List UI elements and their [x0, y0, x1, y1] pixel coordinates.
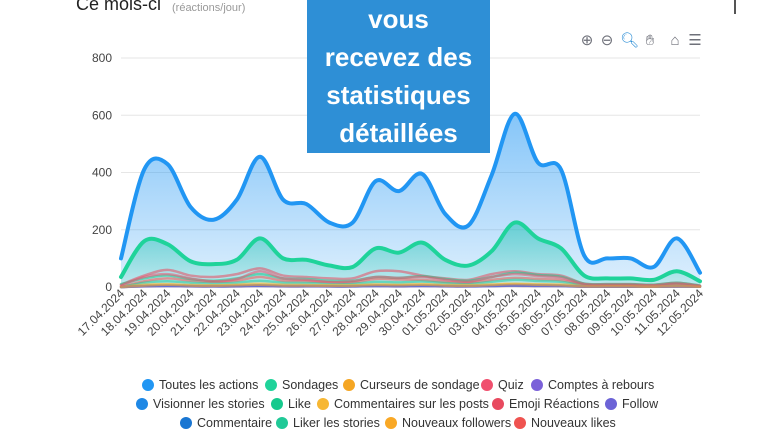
legend-marker	[605, 398, 617, 410]
series-lines	[119, 111, 702, 289]
legend-item[interactable]: Curseurs de sondage	[343, 378, 480, 392]
chart-subtitle: (réactions/jour)	[172, 2, 246, 14]
promo-banner: vous recevez des statistiques détaillées	[307, 0, 490, 153]
menu-icon[interactable]: ☰	[688, 32, 702, 49]
series-line	[119, 220, 702, 284]
legend-row: Toutes les actions Sondages Curseurs de so…	[0, 378, 759, 396]
legend-item[interactable]: Liker les stories	[276, 416, 380, 430]
legend-marker	[265, 379, 277, 391]
legend-item[interactable]: Commentaire	[180, 416, 272, 430]
legend-label: Toutes les actions	[159, 378, 259, 392]
banner-line: statistiques	[326, 80, 471, 110]
legend-label: Comptes à rebours	[548, 378, 655, 392]
legend-label: Nouveaux followers	[402, 416, 512, 430]
legend-marker	[271, 398, 283, 410]
legend-label: Liker les stories	[293, 416, 380, 430]
legend-label: Emoji Réactions	[509, 397, 600, 411]
legend-item[interactable]: Nouveaux likes	[514, 416, 616, 430]
legend-marker	[531, 379, 543, 391]
series-line	[119, 270, 702, 288]
banner-line: recevez des	[324, 42, 473, 72]
legend-item[interactable]: Comptes à rebours	[531, 378, 654, 392]
legend-marker	[142, 379, 154, 391]
legend-marker	[492, 398, 504, 410]
legend-label: Follow	[622, 397, 659, 411]
legend-item[interactable]: Commentaires sur les posts	[317, 397, 489, 411]
legend-label: Curseurs de sondage	[360, 378, 480, 392]
legend-item[interactable]: Visionner les stories	[136, 397, 265, 411]
banner-line: vous	[368, 4, 429, 34]
pan-hand-icon[interactable]: ✋︎	[645, 32, 655, 49]
legend-item[interactable]: Follow	[605, 397, 658, 411]
legend-item[interactable]: Emoji Réactions	[492, 397, 599, 411]
legend-label: Nouveaux likes	[531, 416, 616, 430]
legend-marker	[481, 379, 493, 391]
legend-marker	[385, 417, 397, 429]
series-line	[119, 111, 702, 275]
zoom-selection-icon[interactable]: 🔍︎	[620, 32, 640, 49]
legend-row: Commentaire Liker les stories Nouveaux fol…	[0, 416, 759, 434]
y-tick-label: 600	[92, 108, 112, 122]
legend-marker	[343, 379, 355, 391]
legend-item[interactable]: Nouveaux followers	[385, 416, 511, 430]
legend-item[interactable]: Sondages	[265, 378, 338, 392]
chart-title: Ce mois-ci	[76, 0, 162, 14]
legend-marker	[180, 417, 192, 429]
zoom-in-icon[interactable]: ⊕	[580, 32, 594, 49]
legend-label: Visionner les stories	[153, 397, 265, 411]
y-tick-label: 200	[92, 223, 112, 237]
legend-item[interactable]: Quiz	[481, 378, 524, 392]
chart-header: Ce mois-ci (réactions/jour)	[0, 0, 759, 22]
legend-label: Commentaires sur les posts	[334, 397, 489, 411]
legend-row: Visionner les stories Like Commentaires su…	[0, 397, 759, 415]
legend-label: Like	[288, 397, 311, 411]
zoom-out-icon[interactable]: ⊖	[600, 32, 614, 49]
y-tick-label: 800	[92, 51, 112, 65]
legend-marker	[317, 398, 329, 410]
legend-marker	[276, 417, 288, 429]
banner-line: détaillées	[339, 118, 458, 148]
legend-marker	[514, 417, 526, 429]
series-line	[119, 282, 702, 289]
y-axis: 0 200 400 600 800	[92, 51, 112, 294]
legend-label: Sondages	[282, 378, 339, 392]
legend-label: Quiz	[498, 378, 524, 392]
legend-item[interactable]: Toutes les actions	[142, 378, 258, 392]
legend-label: Commentaire	[197, 416, 273, 430]
scroll-edge-bar	[734, 0, 736, 14]
y-tick-label: 400	[92, 166, 112, 180]
y-tick-label: 0	[105, 280, 112, 294]
legend-item[interactable]: Like	[271, 397, 311, 411]
legend-marker	[136, 398, 148, 410]
x-axis: 17.04.202418.04.202419.04.202420.04.2024…	[75, 286, 707, 339]
home-reset-icon[interactable]: ⌂	[670, 32, 680, 49]
